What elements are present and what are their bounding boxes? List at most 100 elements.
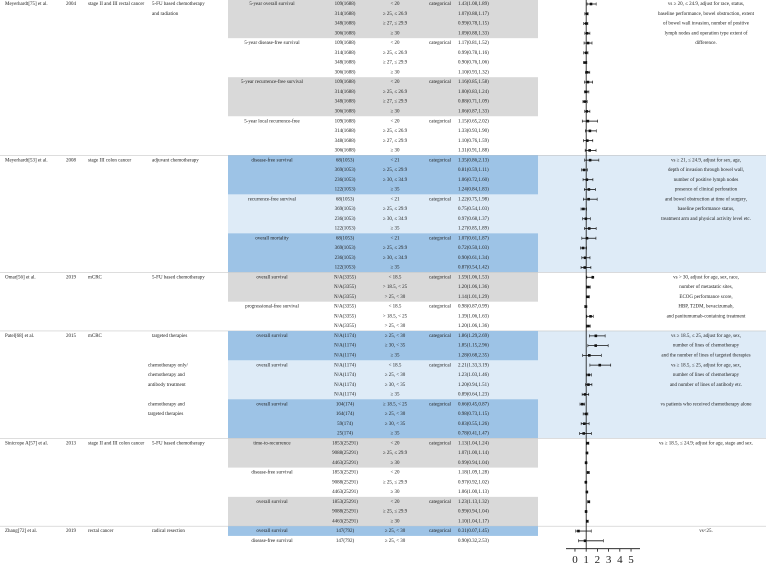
bmi-type: categorical [429, 334, 452, 339]
bmi-category: ≥ 30, ≤ 34.9 [383, 217, 408, 222]
hazard-ratio: 1.24(0.84,1.83) [458, 188, 489, 193]
outcome: 5-year disease-free survival [244, 41, 300, 46]
hazard-ratio: 0.99(0.94,1.04) [458, 461, 489, 466]
group-band [228, 155, 538, 195]
bmi-category: < 20 [390, 41, 400, 46]
hazard-ratio: 1.33(0.93,1.90) [458, 129, 489, 134]
study-year: 2015 [66, 334, 77, 339]
hazard-ratio: 1.20(1.06,1.36) [458, 285, 489, 290]
bmi-type: categorical [429, 402, 452, 407]
bmi-category: < 21 [390, 197, 400, 202]
note: treatment arm and physical activity leve… [661, 217, 751, 222]
bmi-category: ≥ 35 [391, 393, 400, 398]
hazard-ratio: 0.87(0.54,1.42) [458, 266, 489, 271]
hr-point [587, 383, 590, 386]
bmi-type: categorical [429, 119, 452, 124]
note: presence of clinical perforation [675, 188, 738, 193]
hr-point [589, 2, 593, 6]
bmi-type: categorical [429, 500, 452, 505]
sample-size: 122(1053) [335, 188, 356, 193]
sample-size: 104(174) [336, 402, 355, 407]
bmi-category: < 20 [390, 80, 400, 85]
sample-size: 314(1688) [335, 90, 356, 95]
sample-size: 236(1053) [335, 256, 356, 261]
bmi-category: ≥ 25, ≤ 26.9 [383, 129, 408, 134]
hazard-ratio: 0.90(0.32,2.53) [458, 539, 489, 544]
hazard-ratio: 0.99(0.94,1.04) [458, 510, 489, 515]
hazard-ratio: 1.10(1.04,1.17) [458, 519, 489, 524]
hr-point [587, 373, 591, 377]
hr-point [586, 471, 590, 474]
population: stage II and III rectal cancer [88, 2, 145, 7]
group-band [228, 526, 538, 536]
hazard-ratio: 1.85(1.15,2.96) [458, 344, 489, 349]
bmi-category: ≥ 25, ≤ 29.9 [383, 168, 408, 173]
sample-size: 9088(25291) [332, 480, 358, 485]
outcome: recurrence-free survival [248, 197, 296, 202]
note: number of lines of chemotherapy [673, 344, 740, 349]
note: baseline performance status, [678, 207, 735, 212]
bmi-category: ≥ 30 [391, 110, 400, 115]
sample-size: 348(1688) [335, 139, 356, 144]
sample-size: 236(1053) [335, 217, 356, 222]
bmi-category: ≥ 25, ≤ 26.9 [383, 90, 408, 95]
x-tick-label: 4 [617, 554, 623, 566]
bmi-category: ≥ 27, ≤ 29.9 [383, 100, 408, 105]
treatment: 5-FU based chemotherapy [152, 2, 205, 7]
note: and panitumumab-containing treatment [667, 314, 746, 319]
sample-size: N/A(3355) [334, 275, 356, 280]
note: of bowel wall invasion, number of positi… [663, 22, 750, 27]
bmi-category: ≥ 35 [391, 266, 400, 271]
bmi-category: ≥ 25, < 30 [385, 529, 406, 534]
outcome: disease-free survival [251, 471, 293, 476]
hazard-ratio: 1.27(0.85,1.89) [458, 227, 489, 232]
hazard-ratio: 0.98(0.73,1.15) [458, 412, 489, 417]
study-year: 2004 [66, 2, 77, 7]
hazard-ratio: 1.09(0.88,1.33) [458, 31, 489, 36]
hazard-ratio: 1.14(1.01,1.29) [458, 295, 489, 300]
study-name: Zhang[72] et al. [5, 529, 37, 534]
bmi-category: ≥ 25, ≤ 29.9 [383, 510, 408, 515]
note: vs ≥ 18.5, ≤ 25, adjust for age, sex, [671, 334, 741, 339]
sample-size: 1853(25291) [332, 500, 358, 505]
bmi-category: ≥ 30, ≤ 34.9 [383, 178, 408, 183]
hazard-ratio: 0.81(0.59,1.11) [458, 168, 489, 173]
hazard-ratio: 1.20(0.94,1.51) [458, 383, 489, 388]
bmi-category: ≥ 35 [391, 227, 400, 232]
hr-point [585, 236, 589, 240]
sample-size: 59(174) [337, 422, 353, 427]
hazard-ratio: 1.15(0.65,2.02) [458, 119, 489, 124]
outcome: progressional-free survival [245, 305, 299, 310]
hazard-ratio: 0.89(0.64,1.23) [458, 393, 489, 398]
hr-point [588, 129, 592, 133]
bmi-category: ≥ 35 [391, 354, 400, 359]
sample-size: 4463(25291) [332, 461, 358, 466]
hr-point [582, 168, 586, 172]
bmi-type: categorical [429, 158, 452, 163]
note: difference. [695, 41, 716, 46]
bmi-category: ≥ 25, < 30 [385, 373, 406, 378]
hazard-ratio: 0.66(0.45,0.87) [458, 402, 489, 407]
treatment: 5-FU based chemotherapy [152, 441, 205, 446]
sample-size: 122(1053) [335, 227, 356, 232]
hr-point [587, 324, 590, 328]
bmi-category: ≥ 25, ≤ 29.9 [383, 246, 408, 251]
bmi-category: ≥ 30, ≤ 34.9 [383, 256, 408, 261]
x-tick-label: 3 [606, 554, 612, 566]
hazard-ratio: 1.07(0.61,1.87) [458, 236, 489, 241]
sample-size: N/A(3355) [334, 305, 356, 310]
bmi-type: categorical [429, 2, 452, 7]
sample-size: 306(1688) [335, 31, 356, 36]
hazard-ratio: 0.83(0.55,1.26) [458, 422, 489, 427]
sample-size: N/A(3355) [334, 285, 356, 290]
hazard-ratio: 1.28(0.68,2.35) [458, 354, 489, 359]
sub-treatment: targeted therapies [148, 412, 183, 417]
bmi-category: > 18.5, < 25 [383, 314, 408, 319]
outcome: time-to-recurrence [253, 441, 291, 446]
hazard-ratio: 1.06(0.72,1.60) [458, 178, 489, 183]
study-name: Sinicrope A[57] et al. [5, 441, 48, 446]
hr-point [588, 158, 592, 162]
hazard-ratio: 1.06(1.00,1.13) [458, 490, 489, 495]
population: stage III colon cancer [88, 158, 132, 163]
